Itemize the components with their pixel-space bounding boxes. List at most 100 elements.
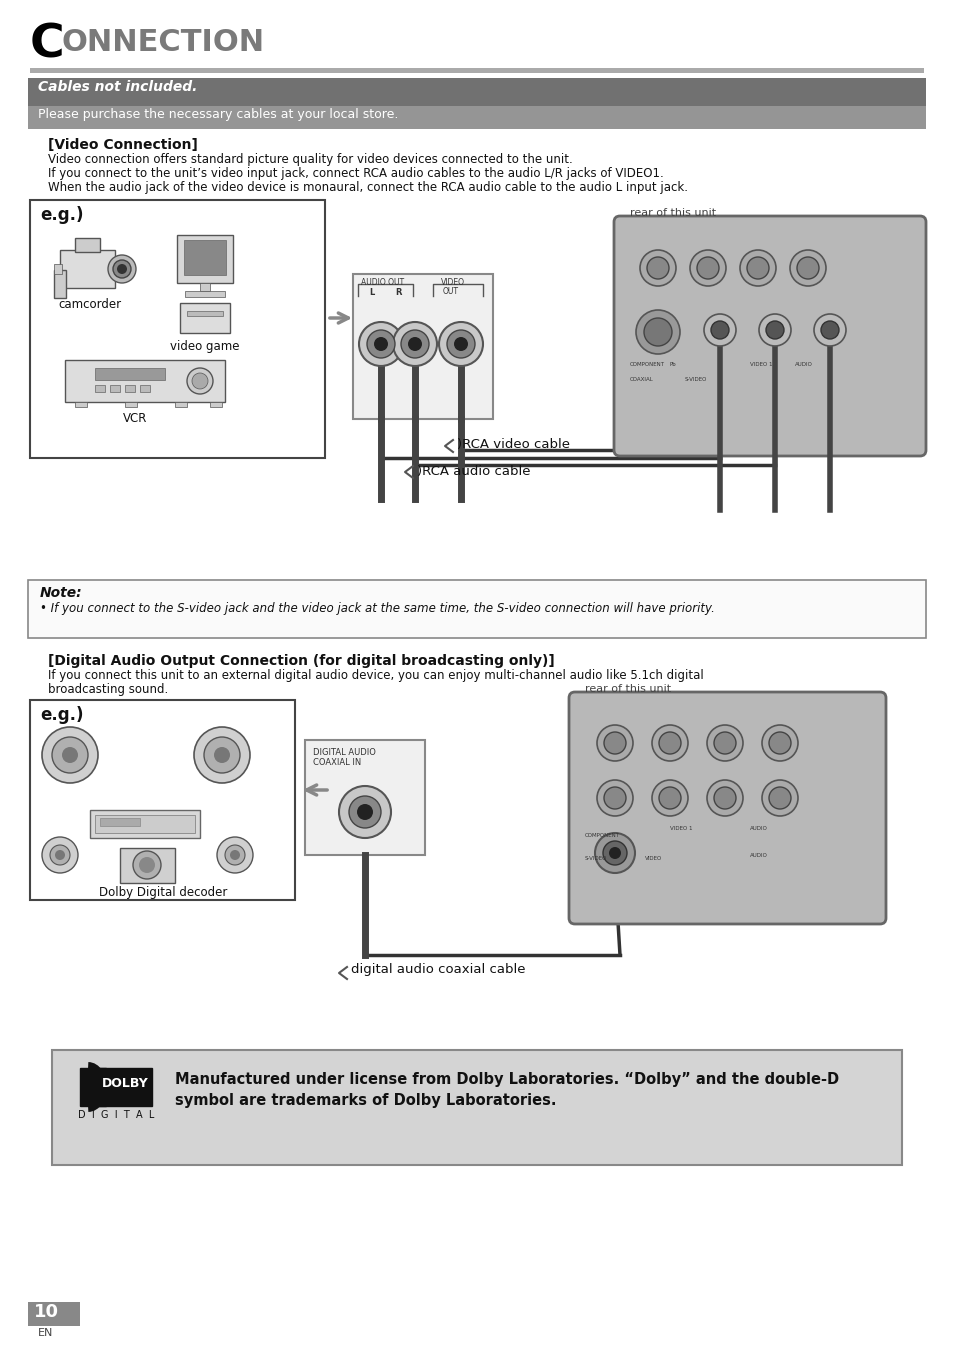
Circle shape xyxy=(713,787,735,809)
Bar xyxy=(180,303,230,333)
Text: R: R xyxy=(395,288,401,297)
Text: Cables not included.: Cables not included. xyxy=(38,80,197,94)
Circle shape xyxy=(204,737,240,772)
Circle shape xyxy=(213,747,230,763)
Bar xyxy=(54,270,66,298)
Text: video game: video game xyxy=(170,340,239,353)
Bar xyxy=(90,1068,106,1105)
Circle shape xyxy=(636,310,679,355)
Circle shape xyxy=(225,845,245,865)
Text: When the audio jack of the video device is monaural, connect the RCA audio cable: When the audio jack of the video device … xyxy=(48,181,687,194)
Bar xyxy=(80,1068,96,1105)
Text: VIDEO: VIDEO xyxy=(440,278,464,287)
Bar xyxy=(177,235,233,283)
Circle shape xyxy=(216,837,253,874)
Bar xyxy=(30,67,923,73)
Bar xyxy=(28,78,925,106)
Circle shape xyxy=(602,841,626,865)
Circle shape xyxy=(651,780,687,816)
Text: )RCA video cable: )RCA video cable xyxy=(456,438,569,452)
Circle shape xyxy=(400,330,429,359)
Text: broadcasting sound.: broadcasting sound. xyxy=(48,683,168,696)
Text: camcorder: camcorder xyxy=(58,298,121,311)
Text: AUDIO OUT: AUDIO OUT xyxy=(360,278,404,287)
Text: VIDEO 1: VIDEO 1 xyxy=(749,363,772,367)
Circle shape xyxy=(765,321,783,338)
Circle shape xyxy=(595,833,635,874)
Circle shape xyxy=(697,257,719,279)
Bar xyxy=(52,1050,901,1165)
Text: EN: EN xyxy=(38,1328,53,1339)
Text: COMPONENT: COMPONENT xyxy=(629,363,664,367)
Circle shape xyxy=(759,314,790,346)
Bar xyxy=(54,264,62,274)
Circle shape xyxy=(740,249,775,286)
Bar xyxy=(28,1302,80,1326)
Bar xyxy=(125,386,135,392)
Circle shape xyxy=(659,787,680,809)
Text: e.g.): e.g.) xyxy=(40,706,84,724)
Text: Pb: Pb xyxy=(669,363,676,367)
Circle shape xyxy=(746,257,768,279)
Circle shape xyxy=(358,322,402,367)
Circle shape xyxy=(813,314,845,346)
Circle shape xyxy=(706,725,742,762)
Circle shape xyxy=(408,337,421,350)
Circle shape xyxy=(646,257,668,279)
FancyBboxPatch shape xyxy=(568,692,885,923)
Circle shape xyxy=(651,725,687,762)
Circle shape xyxy=(62,747,78,763)
Text: S-VIDEO: S-VIDEO xyxy=(684,377,706,381)
Circle shape xyxy=(710,321,728,338)
Text: )RCA audio cable: )RCA audio cable xyxy=(416,465,530,479)
Text: VIDEO 1: VIDEO 1 xyxy=(669,826,692,830)
Text: DOLBY: DOLBY xyxy=(102,1077,149,1091)
Text: If you connect to the unit’s video input jack, connect RCA audio cables to the a: If you connect to the unit’s video input… xyxy=(48,167,663,181)
Text: rear of this unit: rear of this unit xyxy=(584,683,670,694)
Bar xyxy=(28,580,925,638)
Text: digital audio coaxial cable: digital audio coaxial cable xyxy=(351,962,525,976)
FancyBboxPatch shape xyxy=(614,216,925,456)
Circle shape xyxy=(789,249,825,286)
Circle shape xyxy=(55,851,65,860)
Bar xyxy=(305,740,424,855)
Circle shape xyxy=(768,787,790,809)
Bar xyxy=(353,274,493,419)
Text: [Digital Audio Output Connection (for digital broadcasting only)]: [Digital Audio Output Connection (for di… xyxy=(48,654,554,669)
Circle shape xyxy=(230,851,240,860)
Circle shape xyxy=(761,725,797,762)
Text: Please purchase the necessary cables at your local store.: Please purchase the necessary cables at … xyxy=(38,108,398,121)
Text: • If you connect to the S-video jack and the video jack at the same time, the S-: • If you connect to the S-video jack and… xyxy=(40,603,714,615)
Circle shape xyxy=(659,732,680,754)
Text: Video connection offers standard picture quality for video devices connected to : Video connection offers standard picture… xyxy=(48,154,572,166)
Circle shape xyxy=(703,314,735,346)
Circle shape xyxy=(689,249,725,286)
Circle shape xyxy=(132,851,161,879)
Circle shape xyxy=(349,797,380,828)
Bar xyxy=(28,106,925,129)
Bar xyxy=(95,368,165,380)
Bar xyxy=(30,200,325,458)
Text: C: C xyxy=(30,22,65,67)
Text: L: L xyxy=(369,288,374,297)
Circle shape xyxy=(338,786,391,838)
Circle shape xyxy=(187,368,213,394)
Text: [Video Connection]: [Video Connection] xyxy=(48,137,197,152)
Text: 10: 10 xyxy=(34,1304,59,1321)
Text: ONNECTION: ONNECTION xyxy=(62,28,265,57)
Circle shape xyxy=(603,732,625,754)
Circle shape xyxy=(139,857,154,874)
Circle shape xyxy=(706,780,742,816)
Bar xyxy=(140,386,150,392)
Bar xyxy=(75,239,100,252)
Circle shape xyxy=(52,737,88,772)
Text: VCR: VCR xyxy=(123,412,147,425)
Circle shape xyxy=(117,264,127,274)
Text: OUT: OUT xyxy=(442,287,458,297)
Bar xyxy=(174,402,187,407)
Text: AUDIO: AUDIO xyxy=(749,826,767,830)
Bar xyxy=(90,810,200,838)
Circle shape xyxy=(193,727,250,783)
Circle shape xyxy=(639,249,676,286)
Text: If you connect this unit to an external digital audio device, you can enjoy mult: If you connect this unit to an external … xyxy=(48,669,703,682)
